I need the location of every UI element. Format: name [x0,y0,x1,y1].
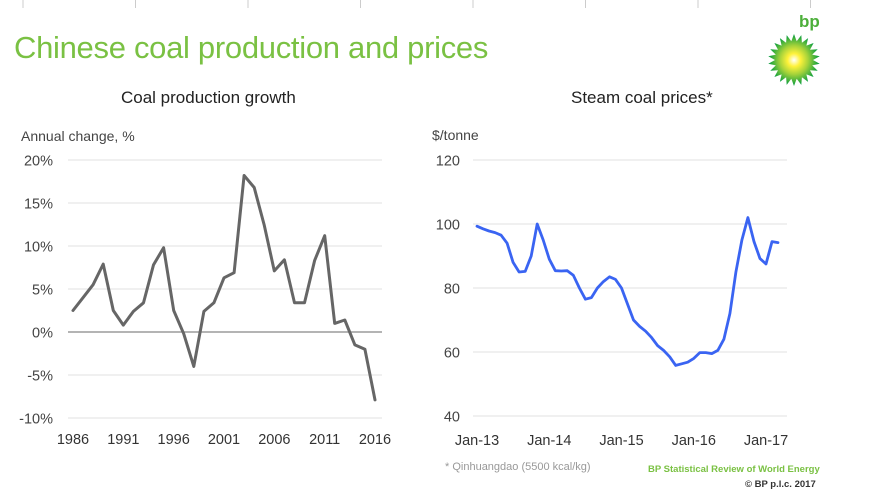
y-tick-label: 60 [444,346,460,362]
y-tick-label: -10% [19,412,53,428]
y-tick-label: 40 [444,410,460,426]
bp-logo: bp [762,8,832,88]
x-tick-label: 2016 [359,432,391,448]
x-tick-label: Jan-14 [527,433,571,449]
right-chart-ylabel: $/tonne [432,127,479,143]
y-tick-label: 80 [444,282,460,298]
y-tick-label: 0% [32,326,53,342]
x-tick-label: 1986 [57,432,89,448]
source-credit: BP Statistical Review of World Energy [648,464,820,475]
footnote: * Qinhuangdao (5500 kcal/kg) [445,461,591,473]
copyright: © BP p.l.c. 2017 [745,479,816,490]
bp-helios-sun-icon: bp [768,12,820,86]
left-chart-ylabel: Annual change, % [21,128,135,144]
series-line [71,174,377,402]
left-chart-title: Coal production growth [121,88,296,107]
x-tick-label: 1991 [107,432,139,448]
x-tick-label: 2006 [258,432,290,448]
x-tick-label: Jan-13 [455,433,499,449]
x-tick-label: 2001 [208,432,240,448]
y-tick-label: 120 [436,154,460,170]
series-line [475,216,780,367]
right-chart-title: Steam coal prices* [571,88,713,107]
top-ruler-ticks [22,0,811,8]
x-tick-label: 2011 [309,432,340,448]
y-tick-label: 10% [24,240,53,256]
y-tick-label: 5% [32,283,53,299]
x-tick-label: Jan-16 [672,433,716,449]
bp-wordmark: bp [799,12,820,31]
y-tick-label: 15% [24,197,53,213]
y-tick-label: 100 [436,218,460,234]
y-tick-label: -5% [27,369,53,385]
x-tick-label: 1996 [158,432,190,448]
page-title: Chinese coal production and prices [14,30,489,65]
y-tick-label: 20% [24,154,53,170]
x-tick-label: Jan-15 [599,433,643,449]
x-tick-label: Jan-17 [744,433,788,449]
